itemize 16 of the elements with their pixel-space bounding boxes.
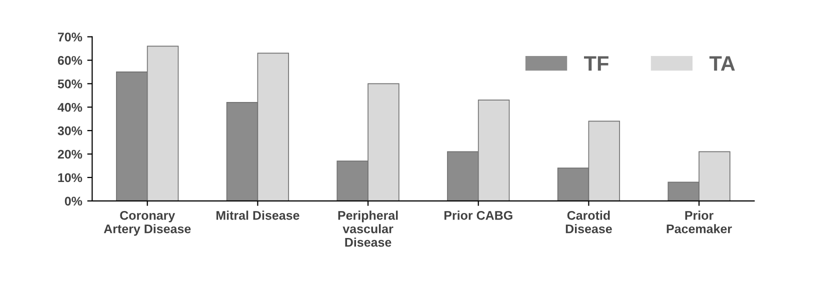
y-tick-label: 40% <box>58 102 82 112</box>
legend-label: TF <box>584 56 608 71</box>
y-tick-label: 60% <box>58 56 82 65</box>
y-tick-label: 70% <box>58 32 82 42</box>
x-tick-label: Coronary Artery Disease <box>104 210 191 236</box>
legend-label: TA <box>709 56 735 71</box>
y-tick-label: 50% <box>58 79 82 88</box>
x-tick-label: Carotid Disease <box>566 210 612 234</box>
y-tick-label: 20% <box>58 150 82 159</box>
y-tick-label: 0% <box>64 196 82 206</box>
x-tick-label: Prior Pacemaker <box>666 210 732 234</box>
y-tick-label: 30% <box>58 126 82 136</box>
x-tick-label: Peripheral vascular Disease <box>338 210 398 247</box>
x-tick-label: Mitral Disease <box>216 210 300 220</box>
x-tick-label: Prior CABG <box>444 210 512 220</box>
y-tick-label: 10% <box>58 173 82 182</box>
